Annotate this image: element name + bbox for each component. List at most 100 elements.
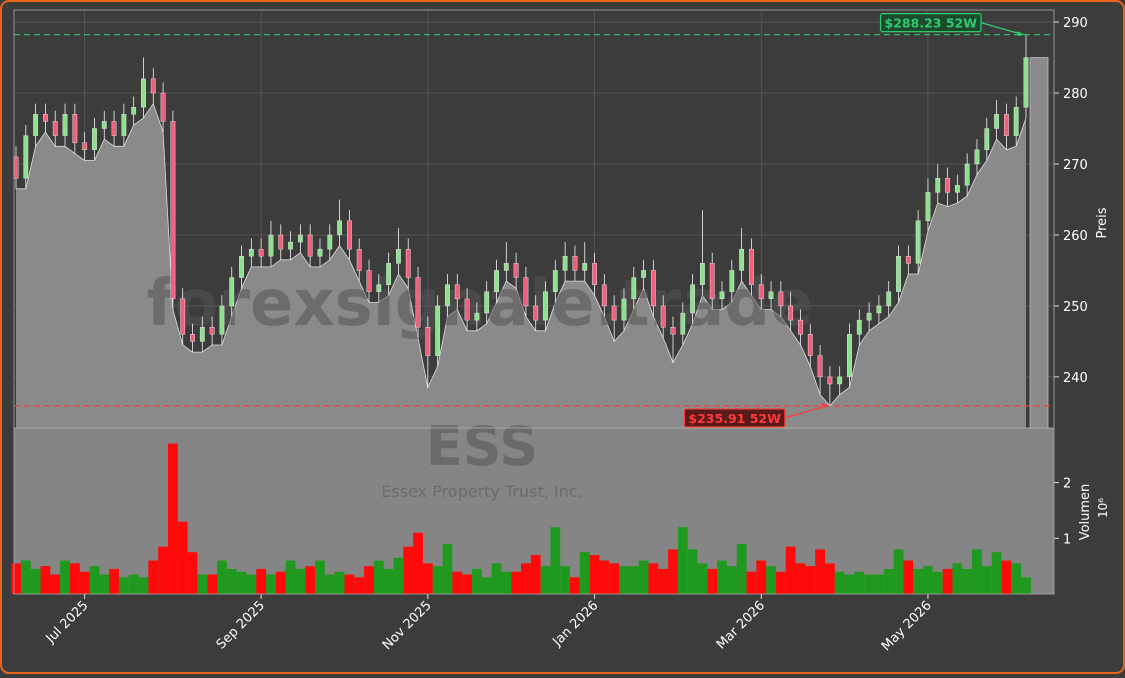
candle-body bbox=[807, 334, 813, 356]
candle-body bbox=[131, 107, 137, 115]
candle-body bbox=[180, 298, 186, 335]
volume-bar bbox=[795, 563, 806, 594]
candle-body bbox=[562, 256, 568, 271]
volume-bar bbox=[766, 566, 776, 594]
candle-body bbox=[896, 256, 901, 292]
volume-offset-label: 10⁶ bbox=[1096, 498, 1110, 518]
volume-bar bbox=[11, 563, 21, 594]
candle-body bbox=[690, 284, 696, 314]
volume-bar bbox=[521, 563, 531, 594]
volume-bar bbox=[462, 574, 472, 594]
volume-bar bbox=[658, 568, 669, 594]
candle-body bbox=[935, 177, 941, 193]
volume-bar bbox=[981, 566, 992, 594]
volume-bar bbox=[187, 552, 198, 594]
volume-bar bbox=[893, 549, 904, 594]
volume-bar bbox=[79, 571, 90, 594]
volume-bar bbox=[805, 566, 816, 594]
volume-bar bbox=[540, 566, 551, 594]
volume-bar bbox=[570, 577, 580, 594]
candle-body bbox=[445, 284, 450, 307]
candle-body bbox=[376, 284, 382, 292]
candle-body bbox=[601, 284, 607, 307]
y-tick-label: 240 bbox=[1063, 371, 1088, 386]
candle-body bbox=[749, 248, 754, 285]
candle-body bbox=[101, 121, 107, 129]
candle-body bbox=[248, 248, 254, 257]
candle-body bbox=[121, 114, 127, 136]
volume-bar bbox=[962, 568, 973, 594]
volume-bar bbox=[775, 571, 786, 594]
volume-bar bbox=[197, 574, 208, 594]
candle-body bbox=[297, 234, 303, 243]
volume-bar bbox=[923, 566, 933, 594]
candle-body bbox=[23, 135, 29, 179]
volume-bar bbox=[815, 549, 825, 594]
candle-body bbox=[817, 355, 823, 378]
volume-bar bbox=[40, 566, 51, 594]
volume-bar bbox=[334, 571, 345, 594]
volume-bar bbox=[903, 560, 914, 594]
volume-bar bbox=[403, 546, 414, 594]
candle-body bbox=[905, 256, 911, 264]
candle-body bbox=[209, 327, 215, 335]
candle-body bbox=[366, 270, 372, 292]
candle-body bbox=[964, 163, 970, 186]
y-tick-label: 260 bbox=[1063, 229, 1088, 244]
candle-body bbox=[680, 312, 686, 335]
candle-body bbox=[337, 220, 342, 236]
volume-bar bbox=[256, 568, 267, 594]
candle-body bbox=[739, 248, 745, 271]
candle-body bbox=[464, 298, 470, 321]
candle-body bbox=[160, 92, 166, 122]
annotation-arrow bbox=[784, 405, 828, 419]
volume-bar bbox=[560, 566, 571, 594]
candle-body bbox=[346, 220, 352, 250]
volume-bar bbox=[824, 563, 835, 594]
candle-body bbox=[513, 263, 519, 278]
candle-body bbox=[778, 291, 784, 307]
volume-bar bbox=[619, 566, 629, 594]
volume-bar bbox=[687, 549, 698, 594]
candle-body bbox=[288, 241, 293, 250]
candle-body bbox=[13, 156, 19, 179]
volume-bar bbox=[266, 574, 276, 594]
volume-bar bbox=[864, 574, 875, 594]
candle-body bbox=[92, 128, 97, 151]
candle-body bbox=[631, 277, 637, 300]
volume-bar bbox=[648, 563, 659, 594]
volume-bar bbox=[275, 571, 286, 594]
volume-bar bbox=[589, 555, 600, 594]
volume-bar bbox=[746, 571, 757, 594]
volume-bar bbox=[226, 568, 237, 594]
candle-body bbox=[268, 234, 274, 257]
candle-body bbox=[327, 234, 333, 250]
volume-bar bbox=[609, 563, 620, 594]
candle-body bbox=[719, 291, 725, 300]
volume-bar bbox=[295, 568, 306, 594]
volume-bar bbox=[726, 566, 737, 594]
volume-bar bbox=[668, 549, 678, 594]
volume-bar bbox=[952, 563, 963, 594]
volume-bar bbox=[834, 571, 845, 594]
low-line bbox=[16, 102, 1027, 407]
candle-body bbox=[866, 312, 872, 321]
marks-layer: $288.23 52W $235.91 52W bbox=[11, 13, 1054, 594]
candle-body bbox=[798, 319, 803, 335]
volume-bar bbox=[158, 546, 168, 594]
volume-bar bbox=[638, 560, 649, 594]
volume-bar bbox=[756, 560, 767, 594]
candle-body bbox=[1013, 107, 1019, 136]
volume-bar bbox=[30, 568, 41, 594]
candle-body bbox=[729, 270, 735, 292]
candle-body bbox=[494, 270, 499, 292]
volume-bar bbox=[422, 563, 433, 594]
company-watermark: Essex Property Trust, Inc. bbox=[381, 482, 582, 501]
candle-body bbox=[768, 291, 774, 300]
candle-body bbox=[582, 263, 588, 271]
annotation-arrowhead bbox=[820, 402, 829, 408]
volume-bar bbox=[167, 443, 178, 594]
last-price-box bbox=[1029, 57, 1049, 429]
candle-body bbox=[386, 263, 392, 285]
